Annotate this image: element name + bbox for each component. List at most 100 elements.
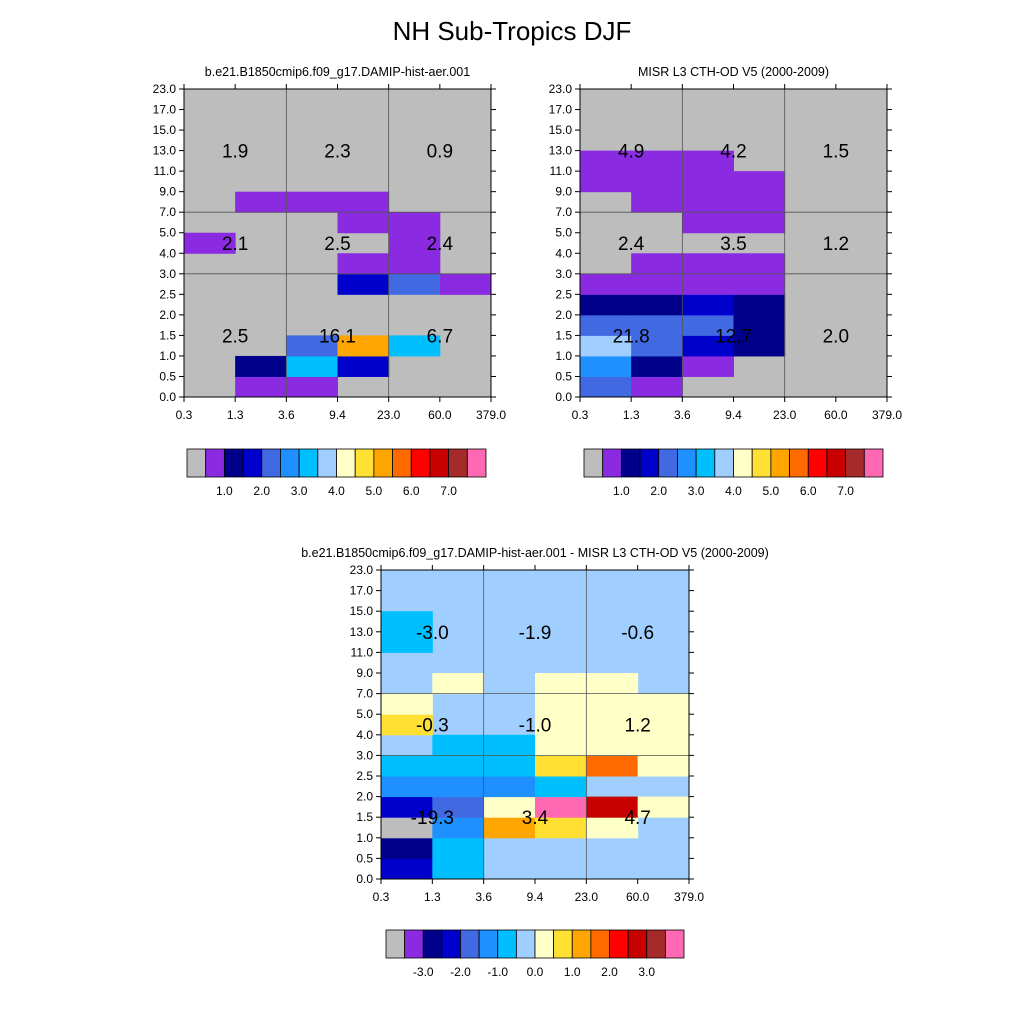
x-tick-label: 379.0 (674, 890, 704, 904)
colorbar-swatch (751, 448, 772, 478)
y-tick-label: 2.0 (555, 308, 572, 322)
colorbar-label: 7.0 (440, 484, 457, 498)
group-value-label: 0.9 (427, 142, 453, 163)
group-value-label: 4.7 (624, 808, 650, 829)
colorbar-swatch (404, 929, 424, 959)
heatmap-cell (286, 355, 338, 377)
heatmap-cell (631, 191, 683, 213)
group-value-label: 2.5 (222, 326, 248, 347)
colorbar-label: -2.0 (450, 965, 471, 979)
heatmap-cell (637, 734, 690, 756)
group-value-label: -0.3 (416, 716, 449, 737)
colorbar-swatch (664, 929, 685, 959)
heatmap-cell (631, 171, 683, 193)
group-value-label: 2.5 (324, 234, 350, 255)
colorbar-swatch (385, 929, 406, 959)
colorbar-swatch (410, 448, 431, 478)
y-tick-label: 11.0 (351, 645, 374, 659)
heatmap-cell (535, 755, 587, 777)
x-tick-label: 0.3 (176, 408, 193, 422)
heatmap-cell (637, 796, 690, 818)
colorbar-label: 1.0 (613, 484, 630, 498)
y-tick-label: 15.0 (549, 123, 573, 137)
heatmap-cell (381, 755, 433, 777)
heatmap-cell (535, 817, 587, 839)
heatmap-cell (432, 858, 485, 880)
heatmap-cell (235, 376, 287, 398)
heatmap-cell (381, 817, 433, 839)
y-tick-label: 7.0 (159, 205, 176, 219)
heatmap-cell (483, 755, 536, 777)
y-tick-label: 1.5 (356, 810, 373, 824)
colorbar-swatch (826, 448, 847, 478)
heatmap-cell (388, 273, 441, 295)
colorbar-swatch (280, 448, 300, 478)
heatmap-cell (337, 253, 390, 275)
x-tick-label: 379.0 (476, 408, 506, 422)
y-tick-label: 0.5 (555, 369, 572, 383)
x-tick-label: 23.0 (575, 890, 599, 904)
x-tick-label: 3.6 (278, 408, 295, 422)
colorbar-swatch (553, 929, 573, 959)
group-value-label: -3.0 (416, 623, 449, 644)
heatmap-cell (432, 734, 485, 756)
panel-title: b.e21.B1850cmip6.f09_g17.DAMIP-hist-aer.… (205, 65, 470, 79)
heatmap-cell (381, 631, 433, 653)
y-tick-label: 5.0 (356, 707, 373, 721)
heatmap-cell (432, 776, 485, 798)
y-tick-label: 1.0 (555, 349, 572, 363)
heatmap-cell (381, 611, 433, 633)
colorbar-label: 1.0 (216, 484, 233, 498)
heatmap-cell (682, 294, 734, 316)
group-value-label: 16.1 (319, 326, 356, 347)
colorbar-label: 5.0 (763, 484, 780, 498)
colorbar-label: 3.0 (688, 484, 705, 498)
group-value-label: 3.5 (720, 234, 746, 255)
y-tick-label: 9.0 (555, 185, 572, 199)
colorbar-swatch (609, 929, 629, 959)
group-value-label: 1.5 (823, 142, 849, 163)
heatmap-cell (631, 314, 683, 336)
heatmap-cell (682, 253, 734, 275)
heatmap-cell (631, 273, 683, 295)
heatmap-cell (381, 714, 433, 736)
colorbar-label: 4.0 (725, 484, 742, 498)
y-tick-label: 5.0 (159, 226, 176, 240)
heatmap-cell (637, 755, 690, 777)
y-tick-label: 2.5 (555, 287, 572, 301)
y-tick-label: 2.0 (356, 790, 373, 804)
heatmap-cell (580, 171, 632, 193)
colorbar-swatch (620, 448, 641, 478)
y-tick-label: 23.0 (549, 82, 573, 96)
heatmap-cell (733, 273, 786, 295)
colorbar-swatch (336, 448, 356, 478)
x-tick-label: 60.0 (428, 408, 452, 422)
heatmap-cell (580, 376, 632, 398)
colorbar-label: 2.0 (253, 484, 270, 498)
heatmap-cell (631, 355, 683, 377)
y-tick-label: 3.0 (555, 267, 572, 281)
y-tick-label: 2.5 (356, 769, 373, 783)
colorbar-swatch (448, 448, 468, 478)
colorbar-label: -3.0 (413, 965, 434, 979)
x-tick-label: 23.0 (377, 408, 401, 422)
y-tick-label: 3.0 (356, 748, 373, 762)
heatmap-cell (432, 837, 485, 859)
heatmap-cell (586, 755, 639, 777)
heatmap-cell (733, 294, 786, 316)
y-tick-label: 9.0 (159, 185, 176, 199)
group-value-label: 12.7 (715, 326, 752, 347)
colorbar-swatch (354, 448, 375, 478)
colorbar-label: 7.0 (837, 484, 854, 498)
heatmap-cell (535, 796, 587, 818)
heatmap-cell (337, 335, 390, 357)
heatmap-cell (682, 212, 734, 234)
y-tick-label: 17.0 (153, 103, 177, 117)
colorbar-swatch (714, 448, 734, 478)
heatmap-cell (637, 714, 690, 736)
colorbar-swatch (534, 929, 555, 959)
colorbar-label: 1.0 (564, 965, 581, 979)
heatmap-cell (535, 693, 587, 715)
colorbar-swatch (571, 929, 592, 959)
heatmap-cell (483, 734, 536, 756)
